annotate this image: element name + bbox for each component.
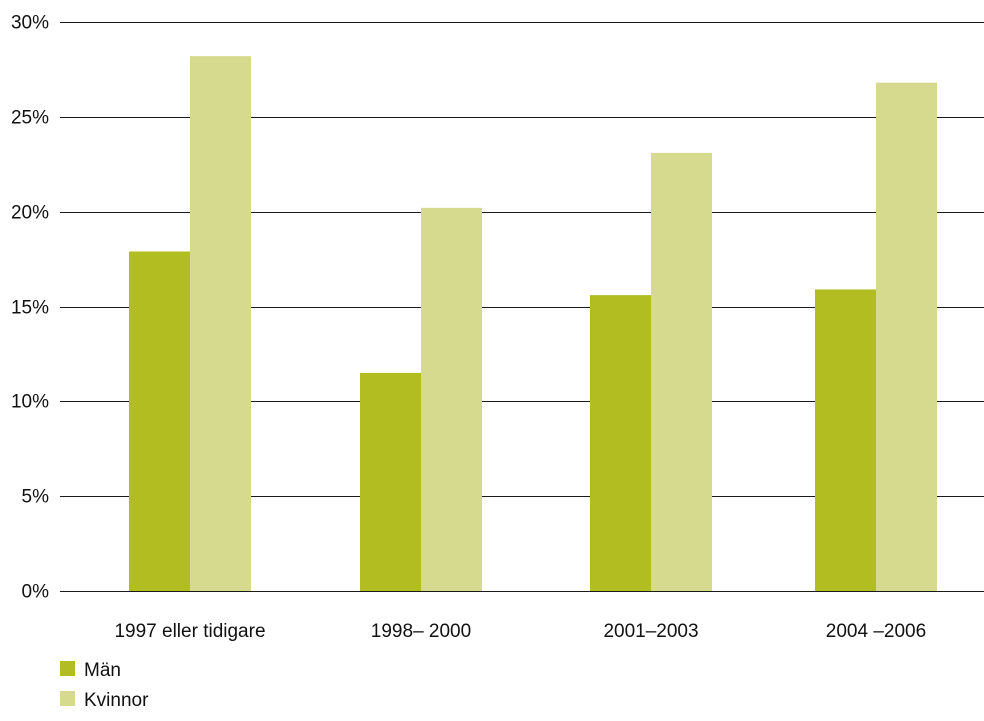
bar-man (590, 295, 651, 591)
y-tick-label: 20% (11, 203, 49, 224)
x-category-label: 2001–2003 (603, 621, 698, 642)
legend-label: Kvinnor (84, 690, 149, 711)
legend: Män Kvinnor (60, 660, 149, 711)
x-category-label: 1997 eller tidigare (114, 621, 265, 642)
x-category-label: 2004 –2006 (826, 621, 926, 642)
y-tick-label: 5% (22, 487, 50, 508)
legend-label: Män (84, 660, 121, 681)
y-tick-label: 25% (11, 108, 49, 129)
y-tick-label: 30% (11, 13, 49, 34)
bar-man (815, 289, 876, 591)
y-tick-label: 0% (22, 582, 50, 603)
bar-kvinnor (876, 82, 937, 592)
legend-swatch (60, 661, 75, 676)
x-axis-category-labels: 1997 eller tidigare 1998– 2000 2001–2003 20… (114, 621, 926, 642)
legend-swatch (60, 691, 75, 706)
bar-kvinnor (190, 56, 251, 591)
y-axis-tick-labels: 0% 5% 10% 15% 20% 25% 30% (11, 13, 49, 603)
x-category-label: 1998– 2000 (371, 621, 471, 642)
bar-kvinnor (651, 152, 712, 591)
bars (129, 56, 937, 592)
bar-man (360, 372, 421, 591)
bar-man (129, 251, 190, 591)
bar-kvinnor (421, 207, 482, 591)
y-tick-label: 10% (11, 392, 49, 413)
y-tick-label: 15% (11, 298, 49, 319)
